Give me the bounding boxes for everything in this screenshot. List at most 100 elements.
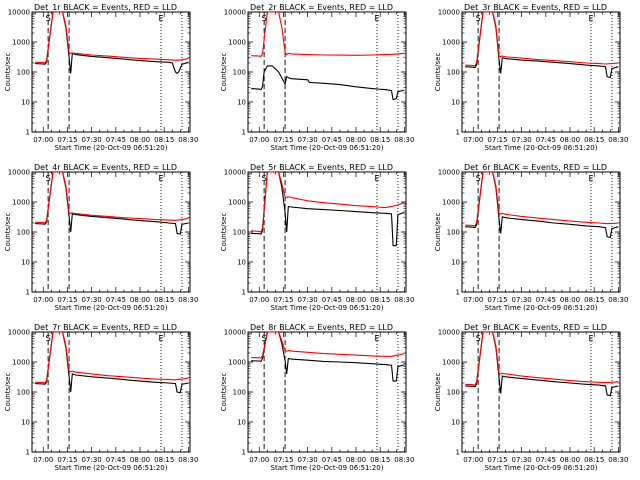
- y-tick-label: 1000: [228, 39, 246, 47]
- y-tick-label: 1000: [442, 199, 460, 207]
- marker-E: E: [158, 174, 163, 183]
- x-tick-label: 07:30: [82, 456, 102, 464]
- y-tick-label: 10000: [438, 9, 460, 17]
- y-tick-label: 10: [21, 419, 30, 427]
- y-tick-label: 100: [233, 229, 246, 237]
- y-tick-label: 10: [451, 99, 460, 107]
- x-tick-label: 08:00: [346, 296, 366, 304]
- series-line-lld: [465, 172, 619, 227]
- detector-panel-9: Det_9r BLACK = Events, RED = LLD 1 10 100 10…: [434, 323, 628, 472]
- detector-panel-7: Det_7r BLACK = Events, RED = LLD 1 10 100 10…: [4, 323, 198, 472]
- y-tick-label: 10: [21, 99, 30, 107]
- x-tick-label: 07:30: [82, 136, 102, 144]
- y-tick-label: 1: [242, 289, 246, 297]
- y-tick-label: 1000: [228, 199, 246, 207]
- x-tick-label: 07:30: [512, 136, 532, 144]
- marker-S: S: [476, 14, 481, 23]
- series-line-lld: [35, 12, 189, 64]
- series-line-events: [465, 332, 619, 397]
- x-tick-label: 07:30: [512, 296, 532, 304]
- series-line-events: [465, 12, 619, 79]
- marker-S: S: [262, 174, 267, 183]
- x-tick-label: 07:15: [57, 456, 77, 464]
- y-axis-label: Counts/sec: [434, 373, 442, 412]
- y-tick-label: 1: [26, 129, 30, 137]
- x-axis-label: Start Time (20-Oct-09 06:51:20): [55, 144, 168, 152]
- x-tick-label: 07:00: [33, 456, 53, 464]
- marker-E: E: [588, 14, 593, 23]
- y-tick-label: 1: [456, 449, 460, 457]
- x-tick-label: 07:45: [536, 456, 556, 464]
- x-tick-label: 08:30: [178, 296, 198, 304]
- marker-E: E: [588, 174, 593, 183]
- detector-panel-4: Det_4r BLACK = Events, RED = LLD 1 10 100 10…: [4, 163, 198, 312]
- chart-title: Det_9r BLACK = Events, RED = LLD: [464, 323, 607, 332]
- y-tick-label: 10: [451, 259, 460, 267]
- y-axis-label: Counts/sec: [220, 373, 228, 412]
- series-line-lld: [465, 12, 619, 67]
- x-tick-label: 08:30: [394, 136, 414, 144]
- chart-title: Det_2r BLACK = Events, RED = LLD: [250, 3, 393, 12]
- y-tick-label: 10000: [8, 9, 30, 17]
- y-tick-label: 10: [237, 99, 246, 107]
- marker-S: S: [262, 14, 267, 23]
- y-axis-label: Counts/sec: [220, 213, 228, 252]
- x-tick-label: 08:15: [584, 456, 604, 464]
- x-tick-label: 07:00: [249, 296, 269, 304]
- x-tick-label: 07:30: [298, 456, 318, 464]
- x-axis-label: Start Time (20-Oct-09 06:51:20): [485, 304, 598, 312]
- detector-panel-3: Det_3r BLACK = Events, RED = LLD 1 10 100 10…: [434, 3, 628, 152]
- x-tick-label: 07:30: [298, 296, 318, 304]
- y-tick-label: 100: [447, 229, 460, 237]
- x-axis-label: Start Time (20-Oct-09 06:51:20): [271, 464, 384, 472]
- marker-S: S: [476, 174, 481, 183]
- series-line-lld: [251, 172, 405, 233]
- marker-E: E: [158, 334, 163, 343]
- y-tick-label: 100: [233, 69, 246, 77]
- x-tick-label: 07:00: [249, 456, 269, 464]
- y-tick-label: 1: [456, 129, 460, 137]
- detector-panel-5: Det_5r BLACK = Events, RED = LLD 1 10 100 10…: [220, 163, 414, 312]
- x-tick-label: 07:30: [298, 136, 318, 144]
- y-tick-label: 10000: [8, 329, 30, 337]
- y-tick-label: 100: [233, 389, 246, 397]
- plot-frame: [461, 171, 621, 293]
- x-tick-label: 08:15: [370, 456, 390, 464]
- x-tick-label: 08:00: [130, 136, 150, 144]
- series-line-events: [35, 12, 189, 75]
- y-axis-label: Counts/sec: [220, 53, 228, 92]
- x-tick-label: 07:45: [536, 296, 556, 304]
- marker-S: S: [46, 14, 51, 23]
- y-tick-label: 1: [456, 289, 460, 297]
- y-tick-label: 100: [17, 229, 30, 237]
- x-tick-label: 07:15: [57, 296, 77, 304]
- y-tick-label: 10000: [438, 169, 460, 177]
- x-tick-label: 08:30: [608, 136, 628, 144]
- detector-panel-2: Det_2r BLACK = Events, RED = LLD 1 10 100 10…: [220, 3, 414, 152]
- x-tick-label: 07:45: [536, 136, 556, 144]
- series-line-events: [465, 172, 619, 239]
- marker-S: S: [46, 174, 51, 183]
- x-tick-label: 08:00: [130, 456, 150, 464]
- y-tick-label: 10: [237, 419, 246, 427]
- y-tick-label: 10000: [224, 9, 246, 17]
- marker-E: E: [374, 14, 379, 23]
- series-line-lld: [465, 332, 619, 386]
- x-tick-label: 07:45: [322, 456, 342, 464]
- x-tick-label: 08:00: [130, 296, 150, 304]
- series-line-events: [35, 332, 189, 394]
- series-line-lld: [251, 332, 405, 359]
- x-tick-label: 08:30: [178, 136, 198, 144]
- chart-title: Det_4r BLACK = Events, RED = LLD: [34, 163, 177, 172]
- y-tick-label: 10: [237, 259, 246, 267]
- chart-title: Det_3r BLACK = Events, RED = LLD: [464, 3, 607, 12]
- marker-S: S: [476, 334, 481, 343]
- marker-E: E: [158, 14, 163, 23]
- marker-E: E: [374, 334, 379, 343]
- y-axis-label: Counts/sec: [434, 213, 442, 252]
- x-tick-label: 07:45: [106, 296, 126, 304]
- detector-panel-6: Det_6r BLACK = Events, RED = LLD 1 10 100 10…: [434, 163, 628, 312]
- x-axis-label: Start Time (20-Oct-09 06:51:20): [55, 304, 168, 312]
- x-tick-label: 07:15: [487, 456, 507, 464]
